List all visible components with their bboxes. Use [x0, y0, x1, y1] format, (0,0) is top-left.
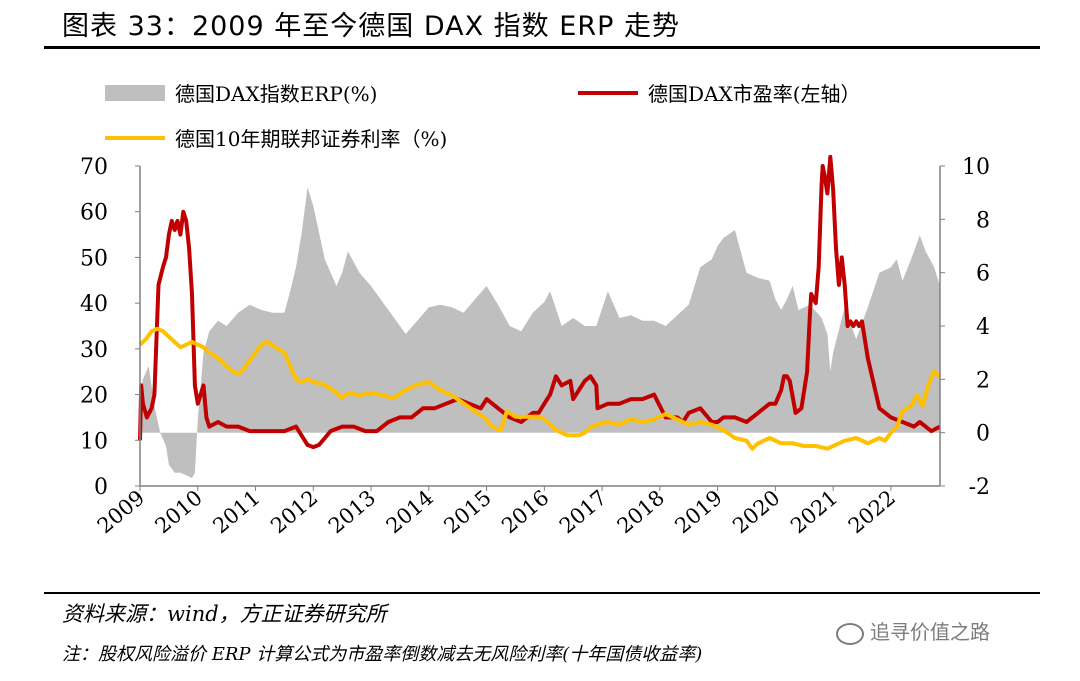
x-tick-label: 2011	[208, 485, 264, 538]
x-tick-label: 2013	[324, 485, 380, 538]
x-tick-label: 2019	[670, 485, 726, 538]
legend-label-erp: 德国DAX指数ERP(%)	[175, 82, 377, 106]
pe-line	[138, 154, 941, 450]
left-tick-label: 0	[94, 475, 108, 500]
watermark: 追寻价值之路	[836, 616, 990, 645]
left-tick-label: 20	[80, 384, 108, 409]
x-tick-label: 2022	[844, 485, 900, 538]
bund-yield-line	[138, 326, 942, 451]
erp-area	[140, 187, 940, 479]
right-tick-label: 10	[962, 155, 990, 180]
source-rule	[44, 592, 1040, 594]
right-tick-label: 4	[976, 315, 990, 340]
x-tick-label: 2020	[728, 485, 784, 538]
legend-swatch-erp	[105, 85, 165, 101]
right-tick-label: -2	[969, 475, 990, 500]
right-tick-label: 0	[976, 422, 990, 447]
x-tick-label: 2015	[439, 485, 495, 538]
legend: 德国DAX指数ERP(%) 德国DAX市盈率(左轴） 德国10年期联邦证券利率（…	[105, 82, 861, 151]
x-tick-label: 2018	[613, 485, 669, 538]
left-tick-label: 40	[80, 292, 108, 317]
left-tick-label: 10	[80, 429, 108, 454]
right-tick-label: 6	[976, 262, 990, 287]
x-tick-label: 2012	[266, 485, 322, 538]
watermark-text: 追寻价值之路	[870, 620, 990, 644]
x-tick-label: 2014	[382, 485, 438, 538]
wechat-icon	[836, 622, 864, 645]
legend-label-bund: 德国10年期联邦证券利率（%)	[175, 127, 447, 151]
note-text: 注：股权风险溢价 ERP 计算公式为市盈率倒数减去无风险利率(十年国债收益率)	[62, 644, 703, 665]
left-tick-label: 70	[80, 155, 108, 180]
left-tick-label: 60	[80, 201, 108, 226]
x-tick-label: 2021	[786, 485, 842, 538]
x-tick-label: 2017	[555, 485, 611, 538]
right-tick-label: 2	[976, 368, 990, 393]
erp-area-layer	[140, 187, 940, 479]
x-tick-label: 2010	[151, 485, 207, 538]
x-tick-label: 2016	[497, 485, 553, 538]
source-text: 资料来源：wind，方正证券研究所	[62, 602, 387, 626]
right-tick-label: 8	[976, 208, 990, 233]
chart-title: 图表 33：2009 年至今德国 DAX 指数 ERP 走势	[62, 11, 680, 42]
title-rule	[44, 46, 1040, 49]
left-tick-label: 30	[80, 338, 108, 363]
left-tick-label: 50	[80, 246, 108, 271]
line-layer	[138, 154, 942, 451]
legend-label-pe: 德国DAX市盈率(左轴）	[648, 82, 861, 106]
